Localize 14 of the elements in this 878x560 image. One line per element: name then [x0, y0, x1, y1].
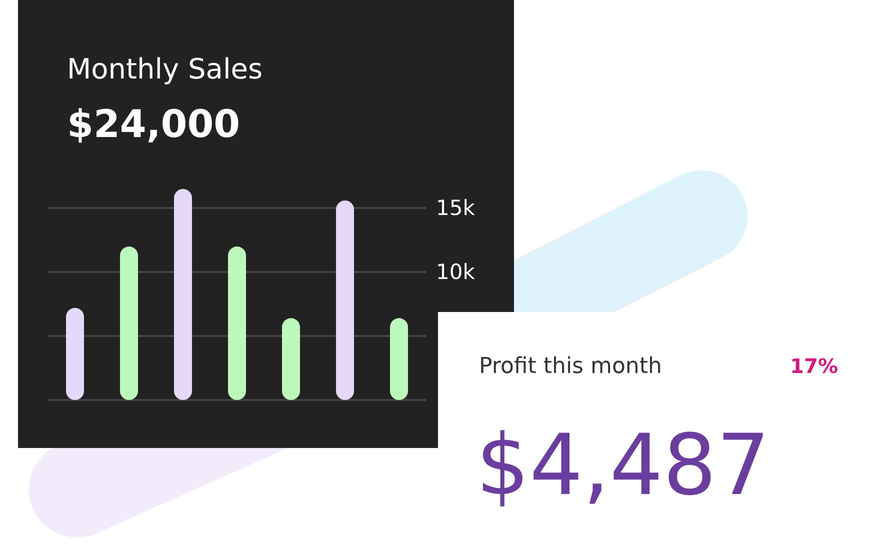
- bar: [336, 200, 354, 400]
- bar: [390, 318, 408, 400]
- bar: [66, 308, 84, 400]
- y-tick-label: 10k: [436, 260, 476, 284]
- text: Profit this month: [479, 354, 662, 379]
- text: 17%: [790, 354, 838, 378]
- chart-title: Monthly Sales: [67, 52, 263, 86]
- bar: [282, 318, 300, 400]
- bar: [174, 188, 192, 400]
- bar: [228, 246, 246, 400]
- text: $4,487: [476, 415, 770, 516]
- y-tick-label: 15k: [436, 196, 476, 220]
- chart-subtitle: $24,000: [67, 102, 240, 146]
- bar: [120, 246, 138, 400]
